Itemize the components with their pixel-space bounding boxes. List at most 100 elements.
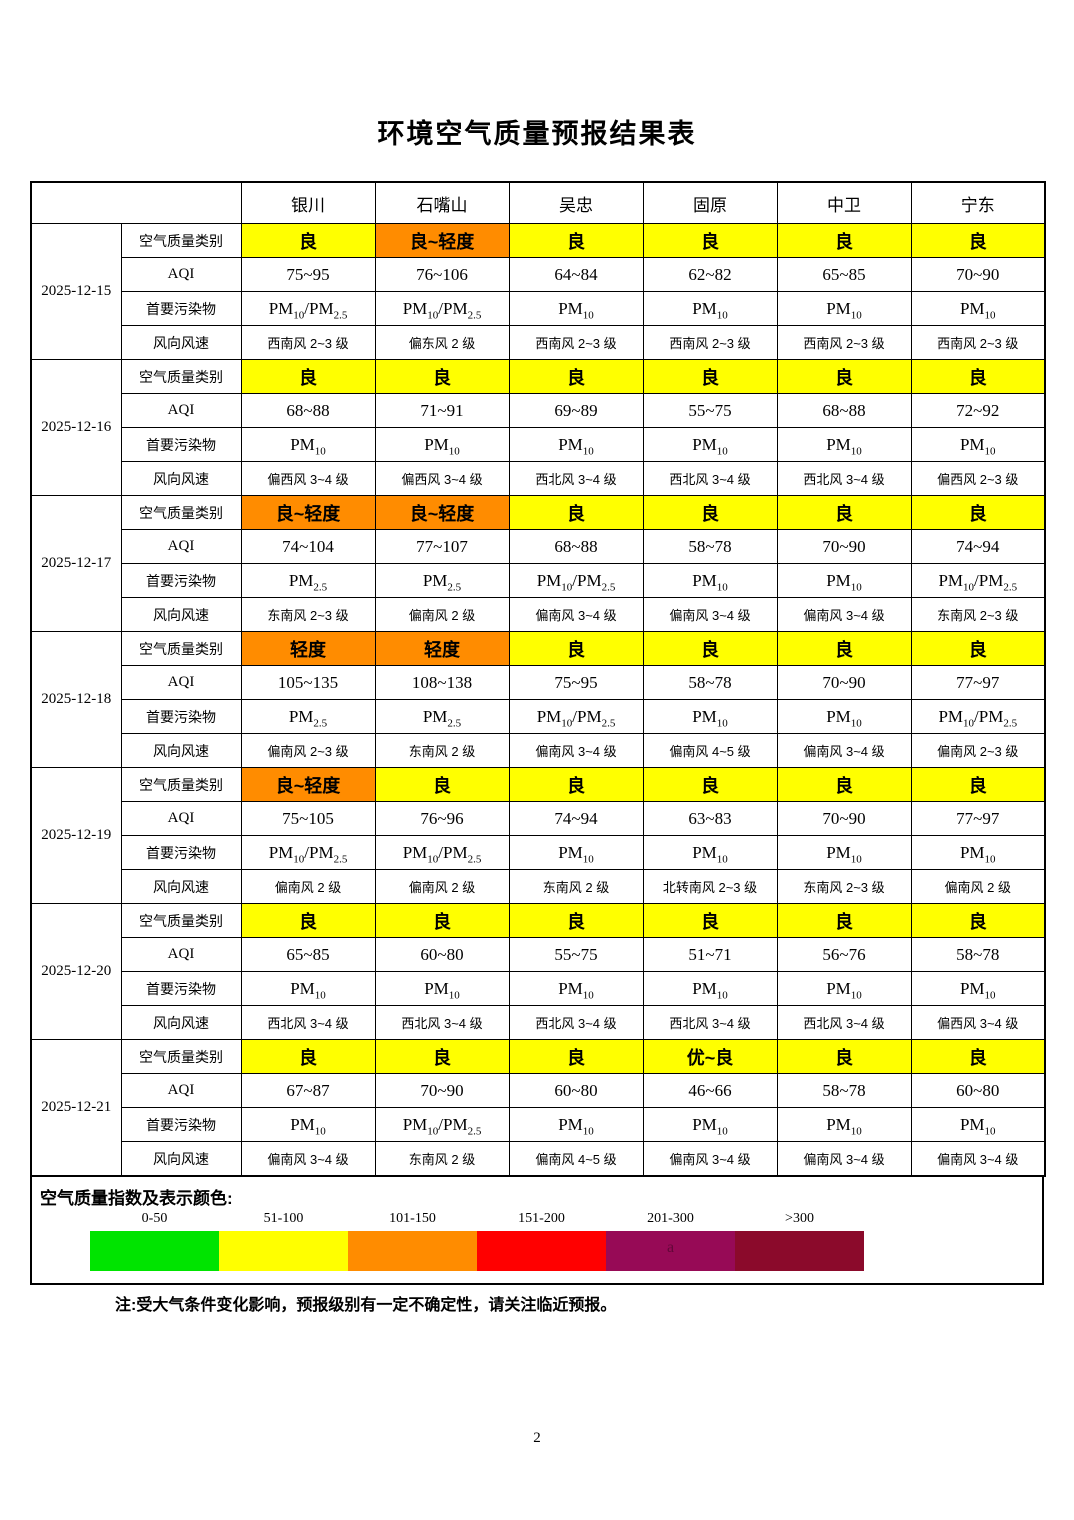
pollutant-cell: PM10	[776, 291, 912, 326]
aqi-cell: 46~66	[642, 1073, 778, 1108]
wind-cell: 西南风 2~3 级	[910, 325, 1046, 360]
wind-cell: 偏南风 4~5 级	[508, 1141, 644, 1177]
row-label-category: 空气质量类别	[120, 223, 242, 258]
pollutant-cell: PM10	[776, 699, 912, 734]
category-cell: 良	[776, 359, 912, 394]
category-cell: 良	[642, 359, 778, 394]
row-label-aqi: AQI	[120, 1073, 242, 1108]
wind-cell: 西北风 3~4 级	[508, 461, 644, 496]
category-cell: 良	[776, 903, 912, 938]
category-row: 2025-12-19 空气质量类别 良~轻度良良良良良	[30, 767, 1046, 904]
category-cell: 良~轻度	[240, 767, 376, 802]
pollutant-row: 首要污染物 PM10/PM2.5 PM10/PM2.5 PM10 PM10 PM10 PM1…	[31, 835, 1046, 870]
pollutant-cell: PM2.5	[240, 563, 376, 598]
aqi-cell: 75~95	[240, 257, 376, 292]
legend-color-swatch	[348, 1231, 477, 1271]
aqi-cell: 58~78	[776, 1073, 912, 1108]
category-cell: 良	[910, 903, 1046, 938]
wind-cell: 偏南风 4~5 级	[642, 733, 778, 768]
aqi-cell: 58~78	[642, 529, 778, 564]
wind-cell: 西南风 2~3 级	[240, 325, 376, 360]
wind-cell: 西南风 2~3 级	[642, 325, 778, 360]
category-cell: 优~良	[642, 1039, 778, 1074]
date-cell: 2025-12-19	[30, 767, 122, 904]
aqi-cell: 60~80	[508, 1073, 644, 1108]
aqi-cell: 70~90	[374, 1073, 510, 1108]
wind-cell: 偏西风 3~4 级	[910, 1005, 1046, 1040]
pollutant-cell: PM10	[642, 291, 778, 326]
aqi-legend: 空气质量指数及表示颜色: 0-50 51-100 101-150 151-200 201…	[30, 1175, 1044, 1285]
aqi-cell: 58~78	[910, 937, 1046, 972]
row-label-aqi: AQI	[120, 529, 242, 564]
forecast-note: 注:受大气条件变化影响，预报级别有一定不确定性，请关注临近预报。	[115, 1297, 617, 1314]
row-label-category: 空气质量类别	[120, 359, 242, 394]
legend-range-label: 51-100	[263, 1211, 304, 1226]
category-cell: 良	[776, 631, 912, 666]
aqi-cell: 68~88	[508, 529, 644, 564]
aqi-cell: 76~96	[374, 801, 510, 836]
wind-cell: 东南风 2~3 级	[240, 597, 376, 632]
row-label-pollutant: 首要污染物	[120, 563, 242, 598]
row-label-wind: 风向风速	[120, 1141, 242, 1177]
wind-cell: 偏南风 3~4 级	[910, 1141, 1046, 1177]
row-label-pollutant: 首要污染物	[120, 427, 242, 462]
city-header: 固原	[642, 181, 778, 224]
pollutant-cell: PM10/PM2.5	[374, 835, 510, 870]
wind-cell: 偏南风 3~4 级	[508, 597, 644, 632]
category-cell: 良	[240, 903, 376, 938]
wind-cell: 偏西风 2~3 级	[910, 461, 1046, 496]
pollutant-row: 首要污染物 PM10 PM10 PM10 PM10 PM10 PM10	[31, 427, 1046, 462]
wind-cell: 偏南风 3~4 级	[508, 733, 644, 768]
wind-cell: 西北风 3~4 级	[240, 1005, 376, 1040]
row-label-aqi: AQI	[120, 257, 242, 292]
header-blank-cell	[30, 181, 242, 224]
wind-row: 风向风速 西北风 3~4 级西北风 3~4 级西北风 3~4 级西北风 3~4 级…	[31, 1005, 1046, 1040]
pollutant-cell: PM10	[776, 1107, 912, 1142]
wind-cell: 西南风 2~3 级	[508, 325, 644, 360]
row-label-pollutant: 首要污染物	[120, 1107, 242, 1142]
aqi-cell: 69~89	[508, 393, 644, 428]
pollutant-row: 首要污染物 PM2.5 PM2.5 PM10/PM2.5 PM10 PM10 PM10/PM…	[31, 563, 1046, 598]
pollutant-cell: PM10	[776, 835, 912, 870]
aqi-cell: 68~88	[240, 393, 376, 428]
pollutant-cell: PM10	[910, 291, 1046, 326]
category-cell: 良	[508, 903, 644, 938]
pollutant-row: 首要污染物 PM2.5 PM2.5 PM10/PM2.5 PM10 PM10 PM10/PM…	[31, 699, 1046, 734]
wind-cell: 偏南风 3~4 级	[240, 1141, 376, 1177]
wind-cell: 西北风 3~4 级	[508, 1005, 644, 1040]
category-cell: 良	[374, 767, 510, 802]
wind-cell: 西北风 3~4 级	[642, 461, 778, 496]
legend-color-swatch	[477, 1231, 606, 1271]
date-cell: 2025-12-15	[30, 223, 122, 360]
aqi-cell: 72~92	[910, 393, 1046, 428]
category-cell: 良~轻度	[374, 223, 510, 258]
pollutant-cell: PM10	[642, 835, 778, 870]
aqi-row: AQI 74~104 77~107 68~88 58~78 70~90 74~94	[31, 529, 1046, 564]
legend-item: 151-200	[477, 1211, 606, 1271]
city-header: 中卫	[776, 181, 912, 224]
category-cell: 良	[910, 767, 1046, 802]
aqi-cell: 60~80	[374, 937, 510, 972]
wind-cell: 西北风 3~4 级	[642, 1005, 778, 1040]
category-cell: 良	[642, 495, 778, 530]
wind-cell: 偏南风 3~4 级	[642, 1141, 778, 1177]
row-label-pollutant: 首要污染物	[120, 699, 242, 734]
category-cell: 良	[910, 359, 1046, 394]
aqi-cell: 65~85	[776, 257, 912, 292]
category-cell: 良	[776, 223, 912, 258]
legend-item: 201-300 a	[606, 1211, 735, 1271]
wind-row: 风向风速 偏南风 2~3 级东南风 2 级偏南风 3~4 级偏南风 4~5 级偏南…	[31, 733, 1046, 768]
row-label-wind: 风向风速	[120, 597, 242, 632]
pollutant-cell: PM10	[642, 427, 778, 462]
row-label-category: 空气质量类别	[120, 495, 242, 530]
category-cell: 良	[508, 767, 644, 802]
aqi-cell: 67~87	[240, 1073, 376, 1108]
pollutant-cell: PM10	[374, 427, 510, 462]
date-cell: 2025-12-17	[30, 495, 122, 632]
pollutant-cell: PM10	[508, 835, 644, 870]
wind-cell: 偏西风 3~4 级	[240, 461, 376, 496]
category-row: 2025-12-20 空气质量类别良良良良良良	[30, 903, 1046, 1040]
legend-color-swatch	[90, 1231, 219, 1271]
legend-item: >300	[735, 1211, 864, 1271]
